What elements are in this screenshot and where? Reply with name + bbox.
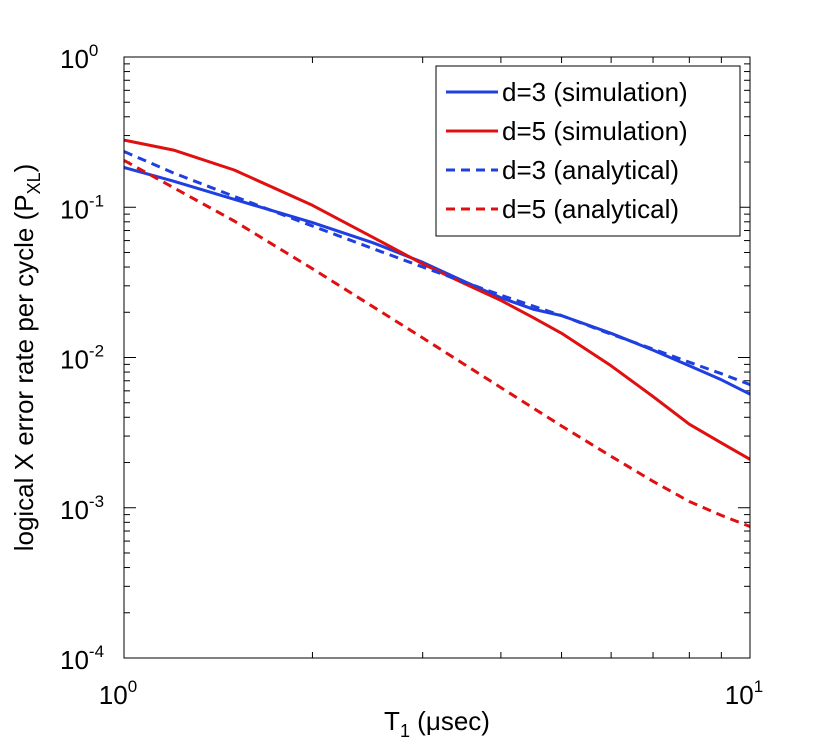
series-line-2 [123,138,751,461]
y-tick-label: 10-4 [60,642,104,675]
legend-label-4: d=5 (analytical) [502,194,679,224]
series-line-3 [123,150,751,387]
y-tick-label: 100 [60,41,98,74]
y-tick-label: 10-3 [60,492,104,525]
series-layer [123,138,751,528]
legend: d=3 (simulation) d=5 (simulation) d=3 (ana… [435,65,741,237]
series-line-4 [123,159,751,528]
plot-frame [123,56,751,659]
legend-box [435,65,741,237]
tick-labels: 100 101 100 10-1 10-2 10-3 10-4 [60,41,763,710]
y-tick-label: 10-2 [60,342,104,375]
x-tick-label: 100 [99,677,137,710]
series-line-1 [123,166,751,396]
legend-label-2: d=5 (simulation) [502,116,688,146]
axes-box [123,56,751,659]
y-axis-label: logical X error rate per cycle (PXL) [9,164,44,552]
x-axis-label: T1 (μsec) [384,706,490,741]
legend-label-1: d=3 (simulation) [502,77,688,107]
x-tick-label: 101 [725,677,763,710]
legend-label-3: d=3 (analytical) [502,155,679,185]
y-tick-label: 10-1 [60,191,104,224]
